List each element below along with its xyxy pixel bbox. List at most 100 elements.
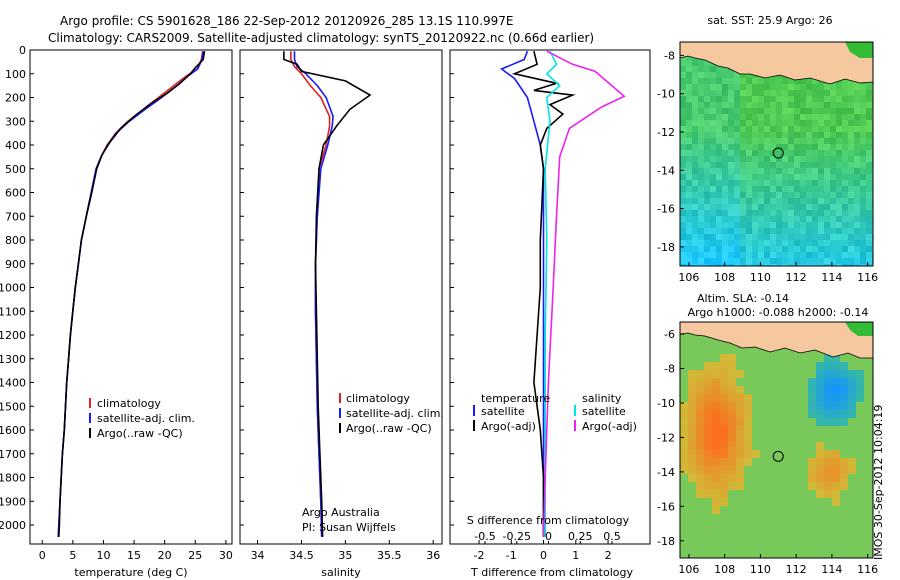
map-cell: [830, 246, 836, 252]
map-cell: [792, 522, 800, 530]
map-cell: [746, 84, 752, 90]
map-cell: [728, 538, 736, 546]
x-tick-label: 15: [127, 549, 141, 562]
map-cell: [854, 264, 860, 266]
y-tick-label: 400: [5, 139, 26, 152]
map-cell: [860, 222, 866, 228]
map-cell: [740, 246, 746, 252]
map-cell: [734, 138, 740, 144]
map-cell: [680, 210, 686, 216]
map-cell: [854, 198, 860, 204]
map-cell: [704, 490, 712, 498]
legend-label-climatology: climatology: [97, 397, 161, 410]
map-cell: [808, 506, 816, 514]
map-cell: [760, 506, 768, 514]
map-cell: [710, 138, 716, 144]
map-cell: [704, 84, 710, 90]
map-y-tick-label: -18: [657, 535, 675, 548]
map-cell: [816, 482, 824, 490]
map-cell: [794, 252, 800, 258]
map-cell: [808, 354, 816, 362]
map-cell: [794, 174, 800, 180]
map-cell: [864, 458, 872, 466]
map-cell: [760, 450, 768, 458]
legend-label-satellite: satellite-adj. clim.: [97, 412, 195, 425]
map-cell: [830, 198, 836, 204]
map-cell: [692, 96, 698, 102]
map-cell: [830, 252, 836, 258]
map-cell: [746, 144, 752, 150]
map-cell: [866, 108, 872, 114]
map-cell: [758, 198, 764, 204]
map-cell: [860, 156, 866, 162]
map-cell: [832, 554, 840, 558]
map-cell: [728, 442, 736, 450]
top-x-tick-label: 0.25: [568, 530, 593, 543]
map-cell: [728, 90, 734, 96]
map-cell: [784, 434, 792, 442]
map-cell: [854, 102, 860, 108]
map-cell: [710, 108, 716, 114]
map-cell: [800, 522, 808, 530]
map-cell: [710, 120, 716, 126]
map-cell: [866, 186, 872, 192]
map-cell: [776, 450, 784, 458]
map-cell: [686, 168, 692, 174]
map-cell: [688, 410, 696, 418]
map-cell: [716, 192, 722, 198]
map-cell: [856, 378, 864, 386]
map-cell: [806, 162, 812, 168]
map-cell: [736, 538, 744, 546]
map-cell: [704, 258, 710, 264]
map-cell: [806, 78, 812, 84]
map-cell: [696, 434, 704, 442]
map-cell: [840, 354, 848, 362]
map-cell: [686, 66, 692, 72]
map-cell: [720, 450, 728, 458]
map-cell: [698, 198, 704, 204]
y-tick-label: 900: [5, 258, 26, 271]
map-cell: [744, 402, 752, 410]
map-cell: [736, 546, 744, 554]
map-cell: [776, 96, 782, 102]
map-cell: [752, 546, 760, 554]
map-cell: [824, 258, 830, 264]
map-cell: [740, 240, 746, 246]
map-cell: [696, 442, 704, 450]
map-cell: [740, 252, 746, 258]
map-cell: [744, 346, 752, 354]
map-cell: [770, 78, 776, 84]
map-cell: [712, 378, 720, 386]
map-cell: [734, 102, 740, 108]
map-cell: [848, 554, 856, 558]
map-cell: [808, 546, 816, 554]
map-cell: [848, 538, 856, 546]
map-cell: [776, 162, 782, 168]
map-cell: [784, 458, 792, 466]
map-cell: [728, 498, 736, 506]
map-cell: [696, 370, 704, 378]
map-cell: [728, 346, 736, 354]
map-cell: [776, 426, 784, 434]
y-tick-label: 1500: [0, 400, 26, 413]
map-cell: [840, 490, 848, 498]
map-cell: [856, 402, 864, 410]
map-cell: [806, 192, 812, 198]
map-cell: [842, 240, 848, 246]
map-cell: [856, 466, 864, 474]
map-cell: [722, 102, 728, 108]
map-cell: [812, 126, 818, 132]
map-cell: [686, 252, 692, 258]
map-cell: [720, 338, 728, 346]
map-cell: [836, 198, 842, 204]
map-cell: [722, 180, 728, 186]
map-cell: [728, 198, 734, 204]
map-cell: [704, 402, 712, 410]
map-cell: [864, 426, 872, 434]
map-cell: [680, 72, 686, 78]
map-cell: [840, 386, 848, 394]
map-cell: [800, 252, 806, 258]
map-cell: [848, 522, 856, 530]
map-cell: [776, 192, 782, 198]
map-cell: [856, 522, 864, 530]
